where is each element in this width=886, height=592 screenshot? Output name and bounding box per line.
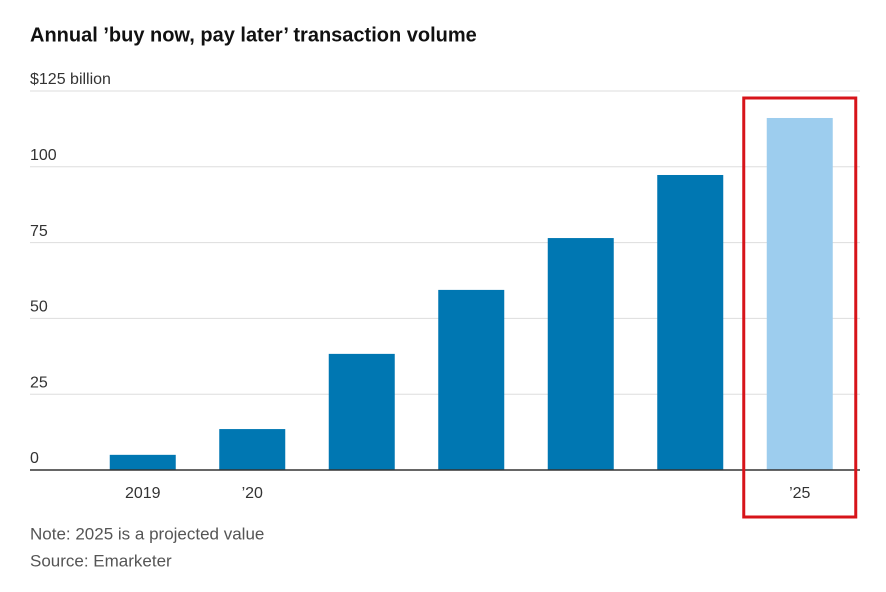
x-tick-label: ’20	[242, 485, 263, 502]
bar	[109, 454, 176, 470]
highlight-box	[742, 96, 858, 519]
y-tick-label: 100	[30, 147, 57, 164]
bar	[219, 429, 286, 470]
bar	[657, 174, 724, 471]
bar	[766, 117, 833, 470]
x-tick-label: 2019	[125, 485, 161, 502]
x-tick-label: ’25	[789, 485, 810, 502]
bar	[547, 238, 614, 470]
y-tick-label: 75	[30, 223, 48, 240]
bar	[328, 353, 395, 470]
y-tick-label: 50	[30, 299, 48, 316]
y-tick-label: 25	[30, 374, 48, 391]
y-tick-label: 0	[30, 450, 39, 467]
y-tick-label: $125 billion	[30, 71, 111, 88]
chart-title: Annual ’buy now, pay later’ transaction …	[30, 24, 477, 46]
bar	[438, 289, 505, 470]
source: Source: Emarketer	[30, 551, 172, 570]
note: Note: 2025 is a projected value	[30, 524, 264, 543]
